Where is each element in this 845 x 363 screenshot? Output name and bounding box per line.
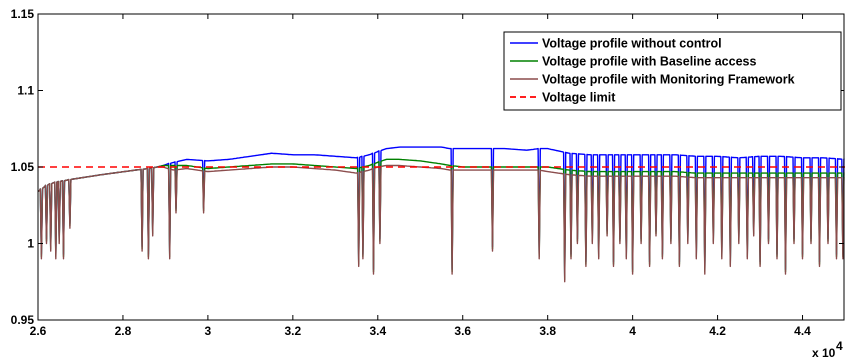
x-tick-label: 2.8 [115,324,132,338]
legend-label-2: Voltage profile with Monitoring Framewor… [542,73,795,87]
y-tick-label: 1.05 [11,160,35,174]
y-tick-label: 0.95 [11,313,35,327]
x-tick-label: 4 [629,324,636,338]
x-tick-label: 3.2 [284,324,301,338]
legend-box [503,31,842,111]
x-multiplier-exponent: 4 [836,339,843,353]
legend-label-0: Voltage profile without control [542,37,722,51]
x-tick-label: 4.2 [709,324,726,338]
x-tick-label: 3.8 [539,324,556,338]
axes-layer: 2.6 2.8 3 3.2 3.4 3.6 3.8 4 4.2 4.4 0.95 1 1.05 1.1 1.… [11,7,845,338]
x-tick-label: 3 [205,324,212,338]
y-tick-label: 1.15 [11,7,35,21]
x-multiplier-label: x 10 [812,346,836,360]
series-layer [37,146,845,283]
legend: Voltage profile without control Voltage p… [503,31,842,111]
series-line-2 [37,164,845,283]
x-tick-label: 4.4 [794,324,811,338]
x-tick-label: 3.4 [369,324,386,338]
x-tick-label: 3.6 [454,324,471,338]
y-tick-label: 1.1 [17,84,34,98]
y-tick-label: 1 [27,237,34,251]
x-tick-label: 2.6 [30,324,47,338]
legend-label-3: Voltage limit [542,91,616,105]
legend-label-1: Voltage profile with Baseline access [542,55,756,69]
